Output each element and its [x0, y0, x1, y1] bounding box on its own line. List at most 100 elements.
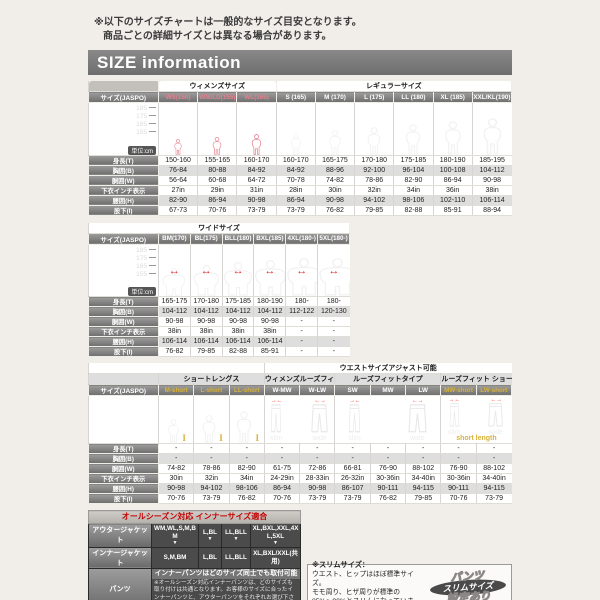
figure-cell-loose-fit: slim wide	[334, 395, 441, 444]
cell-value: 104-112	[158, 306, 191, 317]
cell-value: 90-98	[471, 175, 512, 186]
cell-value: 90-98	[236, 195, 277, 206]
corner-spacer	[88, 80, 159, 92]
cell-value: -	[369, 453, 406, 464]
cell-value: 34in	[228, 473, 265, 484]
inseam-mark-icon: I	[219, 433, 223, 443]
banner-spacer	[88, 363, 265, 374]
cell-value: 29in	[197, 185, 237, 196]
table-row: 身長(T) 165-175 170-180 175-185 180-190 180- 180…	[88, 296, 350, 307]
table-row: 腰囲(H) 82-90 86-94 90-98 86-94 90-98 94-102 98-1…	[88, 194, 512, 206]
table-row: 股下(I) 70-76 73-79 76-82 70-76 73-79 73-79 76-82…	[88, 493, 512, 504]
table-row: 胴囲(W) 90-98 90-98 90-98 90-98- -	[88, 316, 350, 327]
row-label: 股下(I)	[88, 346, 159, 357]
inner-table-title: オールシーズン対応 インナーサイズ適合	[88, 510, 301, 524]
cell-value: 104-112	[471, 165, 512, 176]
unit-label: 単位:cm	[128, 145, 156, 155]
column-header: S (165)	[276, 91, 316, 103]
cell-value: -	[193, 443, 230, 454]
height-scale: 185 175 165 155 単位:cm	[88, 244, 159, 297]
table-row: 腰囲(H) 106-114 106-114 106-114 106-114- -	[88, 336, 350, 347]
cell-value: 106-114	[189, 336, 223, 347]
scale-tick: 185	[90, 105, 157, 113]
cell-value: 26-32in	[334, 473, 371, 484]
figure-cell: I	[157, 395, 194, 444]
row-label: 腰囲(H)	[88, 483, 159, 494]
cell-value: 34-40in	[405, 473, 441, 484]
cell-value: 98-106	[393, 195, 434, 206]
cell-value: 160-170	[275, 155, 316, 166]
cell-value: 74-82	[314, 175, 355, 186]
pants-figure-icon	[407, 403, 428, 433]
column-header: WM/LD(155)	[197, 91, 238, 103]
cell-value: 32in	[193, 473, 230, 484]
column-header: W-LW	[299, 384, 336, 396]
person-figure-icon	[289, 133, 303, 155]
cell-value: 79-85	[354, 205, 394, 216]
size-map-cell: L,BL ▼	[198, 523, 222, 548]
cell-value: -	[317, 326, 350, 337]
column-header: WS(150)	[158, 91, 199, 103]
group-womens: ウィメンズサイズ	[158, 80, 277, 92]
person-figure-icon	[200, 415, 218, 443]
cell-value: 82-88	[393, 205, 434, 216]
person-figure-icon	[327, 130, 343, 155]
cell-value: 165-175	[314, 155, 355, 166]
row-label: 胴囲(W)	[88, 316, 159, 327]
row-label: 腰囲(H)	[88, 336, 159, 347]
range-arrow-icon	[462, 410, 486, 424]
cell-value: 79-85	[405, 493, 441, 504]
size-map-cell: S,M,BM	[151, 546, 199, 569]
cell-value: 180-	[285, 296, 318, 307]
cell-value: 90-98	[299, 483, 335, 494]
person-figure-icon	[211, 137, 223, 155]
outer-jacket-row: アウタージャケット WM,WL,S,M,BM ▼ L,BL ▼ LL,BLL ▼ XL,BX…	[88, 523, 301, 548]
cell-value: 86-94	[197, 195, 237, 206]
row-label: 下衣インチ表示	[88, 473, 159, 484]
column-header: BL(175)	[190, 232, 223, 245]
pants-figure-icon	[310, 403, 329, 433]
cell-value: -	[334, 453, 371, 464]
cell-value: -	[228, 453, 265, 464]
corner-label: サイズ(JASPO)	[88, 91, 159, 103]
cell-value: 73-79	[193, 493, 230, 504]
cell-value: 73-79	[299, 493, 335, 504]
person-figure-icon	[250, 134, 263, 155]
size-table-fit: ウエストサイズアジャスト可能 ショートレングス ウィメンズルーズフィット ルーズ…	[88, 363, 513, 504]
down-arrow-icon: ▼	[233, 535, 239, 542]
cell-value: 86-94	[432, 175, 473, 186]
slim-label: slim	[270, 435, 283, 442]
column-header: XL (185)	[433, 91, 473, 103]
cell-value: 30in	[314, 185, 355, 196]
person-figure-icon	[442, 121, 464, 155]
table-row: 股下(I) 76-82 79-85 82-88 85-91- -	[88, 346, 350, 357]
pants-label: パンツ	[88, 567, 152, 600]
cell-value: 24-29in	[263, 473, 300, 484]
cell-value: 85-91	[253, 346, 286, 357]
cell-value: 28-33in	[299, 473, 335, 484]
person-figure-icon	[173, 139, 183, 155]
cell-value: 94-102	[193, 483, 230, 494]
figure-cell: ↔	[158, 244, 191, 297]
figure-cell	[157, 102, 198, 156]
cell-value: 76-82	[158, 346, 191, 357]
cell-value: 30-36in	[369, 473, 406, 484]
inner-size-table: オールシーズン対応 インナーサイズ適合 アウタージャケット WM,WL,S,M,…	[88, 510, 301, 600]
pants-compat-note: ※オールシーズン対応インナーパンツは、どのサイズも取り付けは共通となります。お客…	[154, 580, 295, 600]
wide-person-figure-icon	[254, 260, 285, 296]
cell-value: 88-94	[471, 205, 512, 216]
figure-cell: ↔	[189, 244, 223, 297]
cell-value: 180-190	[253, 296, 286, 307]
cell-value: 80-88	[197, 165, 237, 176]
table-row: 身長(T) 150-160 155-165 160-170 160-170 165-175…	[88, 154, 512, 166]
cell-value: 160-170	[236, 155, 277, 166]
figure-cell	[393, 102, 434, 156]
cell-value: -	[369, 443, 406, 454]
wide-label: wide	[410, 435, 425, 442]
cell-value: -	[193, 453, 230, 464]
slim-note-line: モモ周り、ヒザ周りが標準の	[312, 589, 401, 597]
column-header: LW-short	[476, 384, 513, 396]
cell-value: 56-64	[157, 175, 198, 186]
row-label: 腰囲(H)	[88, 194, 159, 206]
wide-person-figure-icon	[318, 258, 349, 296]
